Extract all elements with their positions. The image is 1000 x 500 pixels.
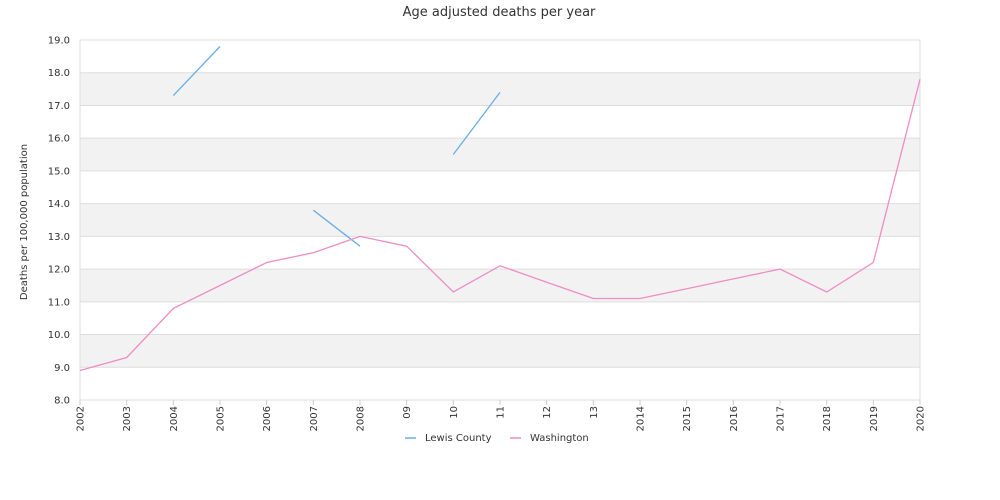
grid-band (80, 269, 920, 302)
x-tick-label: 2005 (216, 406, 227, 431)
y-tick-label: 13.0 (48, 232, 70, 243)
x-tick-label: 2016 (729, 406, 740, 431)
legend[interactable]: Lewis County Washington (405, 433, 589, 444)
x-tick-label: 13 (589, 406, 600, 419)
legend-label: Washington (530, 433, 589, 444)
plot-bands (80, 40, 920, 400)
legend-item-lewis-county[interactable]: Lewis County (405, 433, 492, 444)
x-tick-label: 2008 (356, 406, 367, 431)
x-tick-label: 09 (402, 406, 413, 419)
y-tick-label: 15.0 (48, 166, 70, 177)
series-line-segment (312, 209, 361, 247)
x-tick-label: 2002 (76, 406, 87, 431)
x-tick-label: 2017 (776, 406, 787, 431)
y-tick-label: 17.0 (48, 101, 70, 112)
y-tick-label: 9.0 (54, 363, 70, 374)
y-tick-label: 18.0 (48, 68, 70, 79)
grid-band (80, 334, 920, 368)
x-tick-label: 2007 (309, 406, 320, 431)
y-tick-label: 16.0 (48, 134, 70, 145)
legend-label: Lewis County (425, 433, 492, 444)
series-line-segment (79, 79, 921, 372)
y-tick-label: 11.0 (48, 297, 70, 308)
x-axis-ticks: 2002 2003 2004 2005 2006 2007 2008 09 10 11 12 13 20… (76, 400, 927, 431)
x-tick-label: 2004 (169, 406, 180, 431)
grid-band (80, 138, 920, 171)
y-tick-label: 10.0 (48, 330, 70, 341)
y-tick-label: 19.0 (48, 36, 70, 47)
grid-band (80, 203, 920, 237)
x-tick-label: 2006 (262, 406, 273, 431)
x-tick-label: 10 (449, 406, 460, 419)
y-tick-label: 14.0 (48, 199, 70, 210)
grid-lines (79, 39, 921, 401)
series-lewis-county (172, 46, 501, 247)
x-tick-label: 2020 (916, 406, 927, 431)
grid-band (80, 72, 920, 106)
x-tick-label: 2018 (822, 406, 833, 431)
y-axis-label: Deaths per 100,000 population (19, 144, 30, 300)
series-lines (79, 46, 921, 372)
x-tick-label: 2019 (869, 406, 880, 431)
x-tick-label: 2015 (682, 406, 693, 431)
y-tick-label: 12.0 (48, 265, 70, 276)
series-washington (79, 79, 921, 372)
y-axis-ticks: 8.0 9.0 10.0 11.0 12.0 13.0 14.0 15.0 16.0 17.0 18… (48, 36, 70, 407)
legend-item-washington[interactable]: Washington (510, 433, 589, 444)
x-tick-label: 2003 (122, 406, 133, 431)
x-tick-label: 2014 (636, 406, 647, 431)
series-line-segment (452, 92, 501, 155)
x-tick-label: 11 (496, 406, 507, 419)
chart-title: Age adjusted deaths per year (403, 5, 596, 20)
y-tick-label: 8.0 (54, 396, 70, 407)
x-tick-label: 12 (542, 406, 553, 419)
series-line-segment (172, 46, 221, 97)
